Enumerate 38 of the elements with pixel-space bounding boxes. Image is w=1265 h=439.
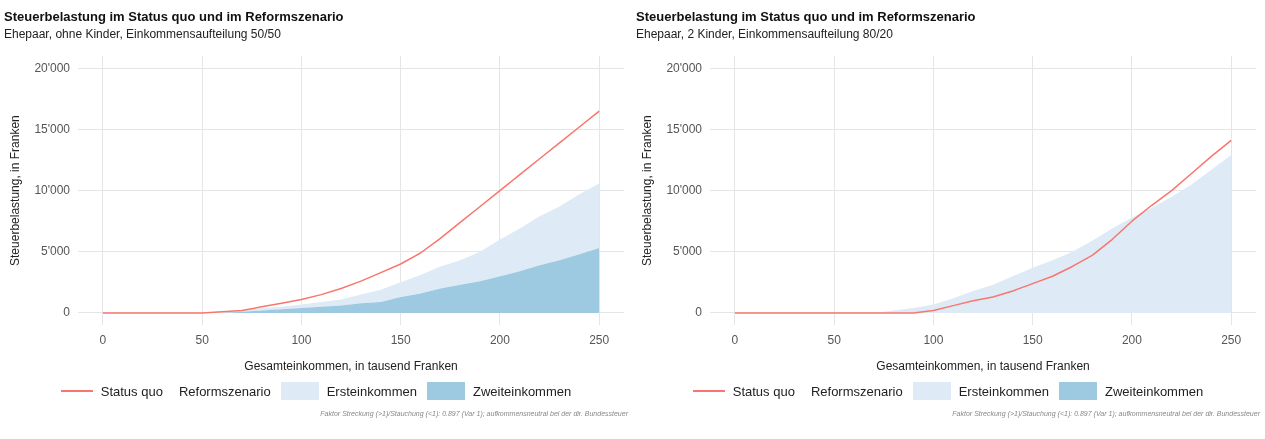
x-tick-label: 200 <box>489 332 511 347</box>
y-tick-label: 20'000 <box>34 60 71 75</box>
y-axis-title: Steuerbelastung, in Franken <box>7 115 22 266</box>
y-tick-label: 15'000 <box>34 121 71 136</box>
x-tick-label: 250 <box>1221 332 1242 347</box>
legend-label: Ersteinkommen <box>958 383 1049 399</box>
x-axis-title: Gesamteinkommen, in tausend Franken <box>876 359 1090 374</box>
x-tick-label: 50 <box>195 332 210 347</box>
chart-subtitle: Ehepaar, ohne Kinder, Einkommensaufteilung 50/50 <box>4 27 282 42</box>
x-tick-label: 0 <box>99 332 107 347</box>
y-tick-label: 20'000 <box>666 60 703 75</box>
legend-label: Status quo <box>732 383 795 399</box>
x-tick-label: 150 <box>1022 332 1043 347</box>
x-axis-title: Gesamteinkommen, in tausend Franken <box>244 359 458 374</box>
y-axis-title: Steuerbelastung, in Franken <box>639 115 654 266</box>
legend-title: Reformszenario <box>178 383 271 399</box>
y-tick-label: 5'000 <box>41 244 71 259</box>
x-tick-label: 150 <box>390 332 411 347</box>
legend-label: Zweiteinkommen <box>1104 383 1204 399</box>
legend-label: Status quo <box>100 383 163 399</box>
x-tick-label: 50 <box>827 332 842 347</box>
x-tick-label: 250 <box>589 332 610 347</box>
chart-subtitle: Ehepaar, 2 Kinder, Einkommensaufteilung 80/20 <box>636 27 894 42</box>
y-tick-label: 15'000 <box>666 121 703 136</box>
y-tick-label: 0 <box>63 305 71 320</box>
x-tick-label: 100 <box>923 332 944 347</box>
y-tick-label: 0 <box>695 305 703 320</box>
chart-title: Steuerbelastung im Status quo und im Reformszenario <box>4 9 344 25</box>
y-tick-label: 5'000 <box>673 244 703 259</box>
chart-title: Steuerbelastung im Status quo und im Reformszenario <box>636 9 976 25</box>
y-tick-label: 10'000 <box>34 182 71 197</box>
x-tick-label: 0 <box>731 332 739 347</box>
legend-title: Reformszenario <box>810 383 903 399</box>
x-tick-label: 200 <box>1121 332 1143 347</box>
x-tick-label: 100 <box>291 332 312 347</box>
legend-label: Ersteinkommen <box>326 383 417 399</box>
legend-label: Zweiteinkommen <box>472 383 572 399</box>
y-tick-label: 10'000 <box>666 182 703 197</box>
